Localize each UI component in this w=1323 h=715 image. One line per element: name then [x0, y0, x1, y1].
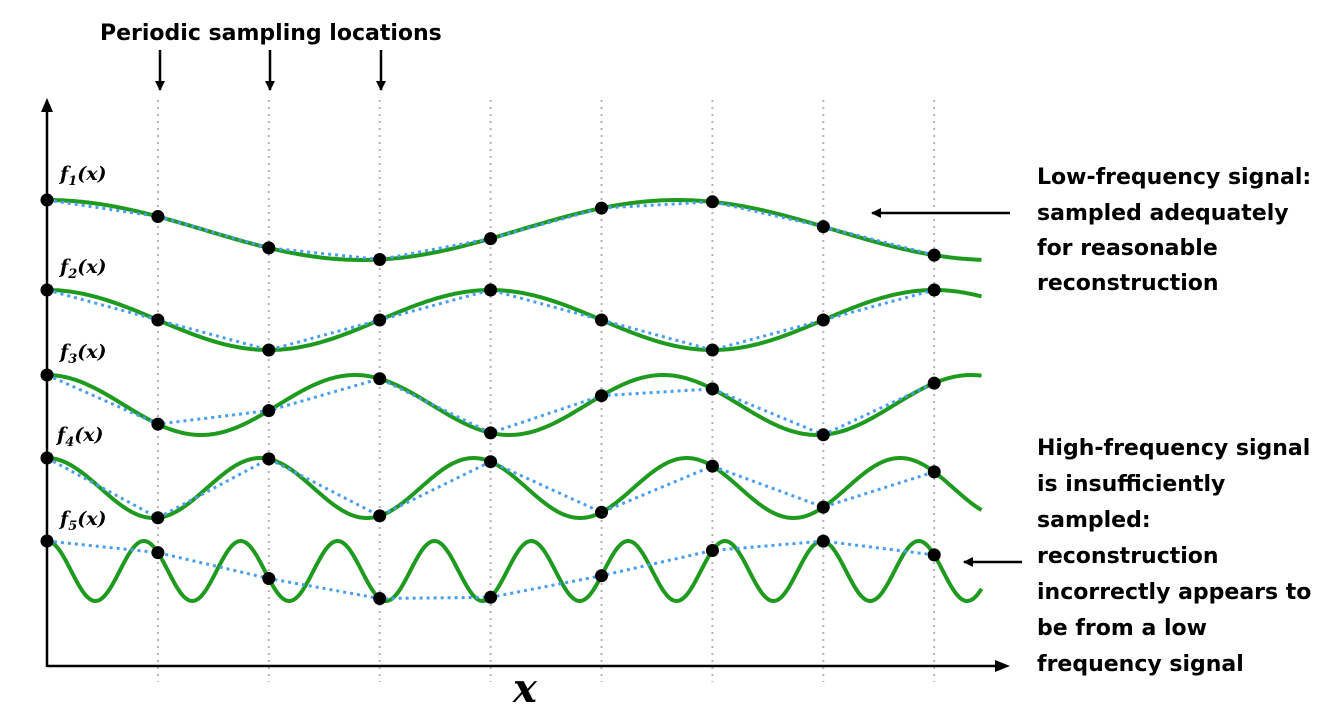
reconstruction-f3 [46, 373, 935, 437]
high-frequency-annotation: High-frequency signal is insufficiently … [963, 436, 1311, 677]
sampling-locations-label: Periodic sampling locations [100, 21, 442, 46]
sample-point-f2-2 [262, 343, 276, 357]
sample-point-f4-4 [484, 455, 498, 469]
sample-point-f4-1 [151, 511, 165, 525]
sample-point-f5-7 [816, 534, 830, 548]
sample-point-f4-0 [40, 451, 54, 465]
signals-layer [40, 193, 984, 605]
sample-point-f1-6 [705, 195, 719, 209]
function-labels: f1(x) f2(x) f3(x) f4(x) f5(x) [55, 163, 107, 534]
sample-point-f2-1 [151, 313, 165, 327]
sample-point-f3-6 [705, 382, 719, 396]
sample-point-f2-0 [40, 283, 54, 297]
function-label-f4: f4(x) [55, 424, 104, 450]
sample-point-f3-0 [40, 368, 54, 382]
signal-curve-f2 [46, 288, 983, 352]
sample-point-f2-4 [484, 283, 498, 297]
high-frequency-line-5: incorrectly appears to [1037, 580, 1311, 605]
high-frequency-line-7: frequency signal [1037, 652, 1244, 677]
sample-point-f1-5 [595, 201, 608, 215]
signal-group-f3 [40, 368, 982, 442]
sample-point-f3-5 [595, 389, 608, 403]
sample-point-f4-6 [705, 459, 719, 473]
sampling-grid-lines [156, 100, 936, 682]
high-frequency-line-1: High-frequency signal [1037, 436, 1310, 461]
sample-point-f3-7 [816, 428, 830, 442]
sample-point-f5-3 [373, 592, 387, 605]
low-frequency-line-4: reconstruction [1037, 271, 1219, 296]
reconstruction-f2 [46, 288, 935, 352]
reconstruction-f1 [46, 198, 935, 262]
sample-point-f4-5 [595, 505, 608, 519]
sample-point-f5-5 [595, 569, 608, 583]
function-label-f3: f3(x) [58, 341, 107, 367]
signal-group-f4 [40, 451, 983, 525]
signal-group-f2 [40, 283, 983, 357]
sample-point-f5-6 [705, 544, 719, 557]
sample-point-f5-0 [40, 534, 54, 548]
function-label-f2: f2(x) [58, 256, 107, 282]
sample-point-f3-3 [373, 372, 387, 386]
high-frequency-line-6: be from a low [1037, 616, 1207, 641]
sample-point-f5-1 [151, 546, 165, 560]
sample-point-f4-2 [262, 452, 276, 466]
sample-point-f5-8 [927, 548, 941, 562]
signal-curve-f4 [46, 456, 983, 520]
y-axis-arrowhead [41, 98, 53, 112]
sample-point-f4-8 [927, 465, 941, 479]
signal-curve-f1 [46, 198, 982, 262]
sample-point-f1-2 [262, 241, 276, 255]
sample-point-f2-7 [816, 313, 830, 327]
sample-point-f1-0 [40, 193, 54, 207]
high-frequency-line-2: is insufficiently [1037, 472, 1225, 497]
sample-point-f2-5 [595, 313, 608, 327]
low-frequency-annotation: Low-frequency signal: sampled adequately… [871, 165, 1311, 296]
signal-curve-f3 [46, 373, 982, 437]
sample-point-f4-3 [373, 509, 387, 523]
sample-point-f4-7 [816, 500, 830, 514]
sample-point-f3-2 [262, 404, 276, 418]
sample-point-f1-3 [373, 253, 387, 266]
sample-point-f1-4 [484, 232, 498, 246]
signal-curve-f5 [46, 539, 984, 603]
sample-point-f1-7 [816, 220, 830, 234]
sample-point-f2-3 [373, 313, 387, 327]
sample-point-f1-8 [927, 248, 941, 262]
sample-point-f1-1 [151, 210, 165, 223]
sample-point-f3-1 [151, 417, 165, 431]
function-label-f5: f5(x) [58, 508, 107, 534]
sample-point-f5-2 [262, 572, 276, 585]
signal-group-f1 [40, 193, 982, 266]
signal-group-f5 [40, 534, 984, 605]
low-frequency-line-3: for reasonable [1037, 236, 1218, 261]
sample-point-f2-6 [705, 343, 719, 357]
x-axis-arrowhead [995, 660, 1010, 672]
low-frequency-line-2: sampled adequately [1037, 201, 1289, 226]
x-axis-label: x [512, 665, 538, 712]
sample-point-f3-8 [927, 376, 941, 390]
sample-point-f3-4 [484, 426, 498, 440]
sampling-arrows [155, 50, 386, 91]
sample-point-f2-8 [927, 283, 941, 297]
low-frequency-line-1: Low-frequency signal: [1037, 165, 1311, 190]
high-frequency-line-3: sampled: [1037, 508, 1151, 533]
sample-point-f5-4 [484, 590, 498, 604]
function-label-f1: f1(x) [58, 163, 107, 189]
high-frequency-line-4: reconstruction [1037, 544, 1219, 569]
axes [41, 98, 1010, 672]
